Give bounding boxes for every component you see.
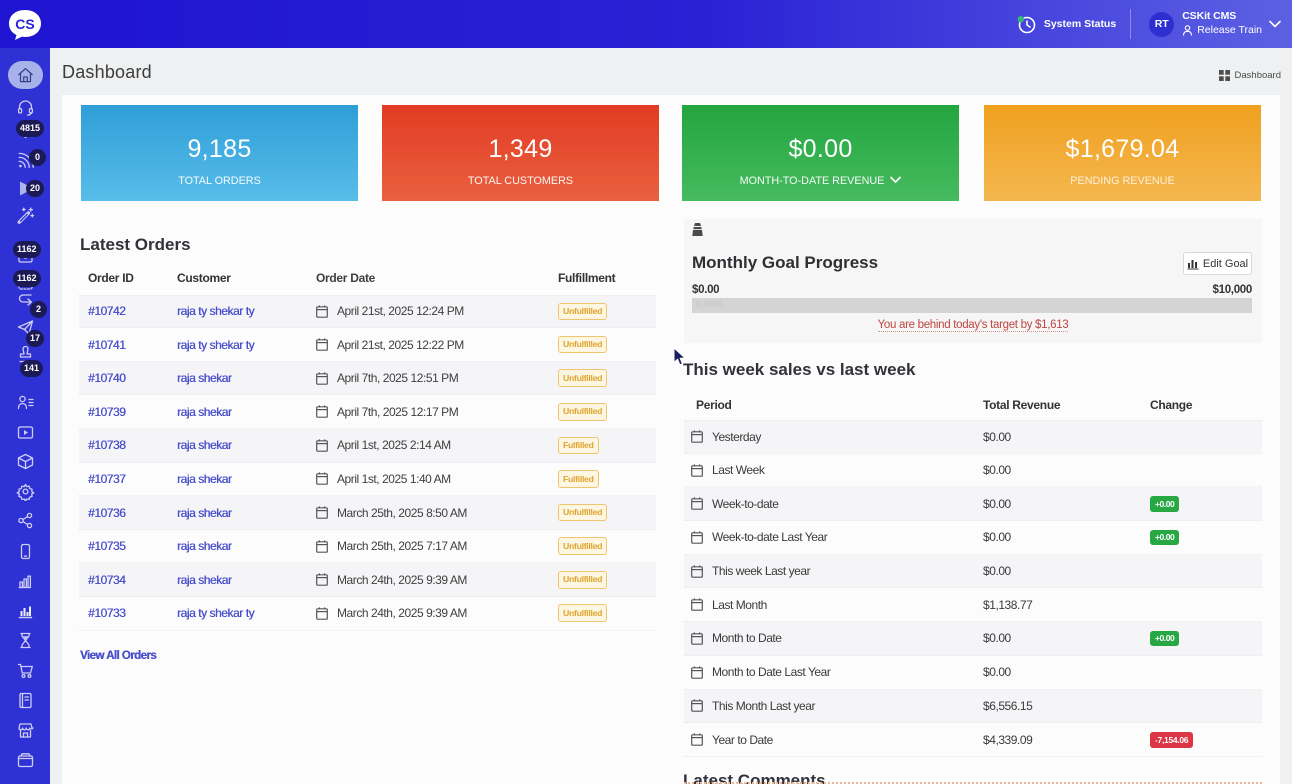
svg-text:CS: CS bbox=[15, 16, 34, 32]
